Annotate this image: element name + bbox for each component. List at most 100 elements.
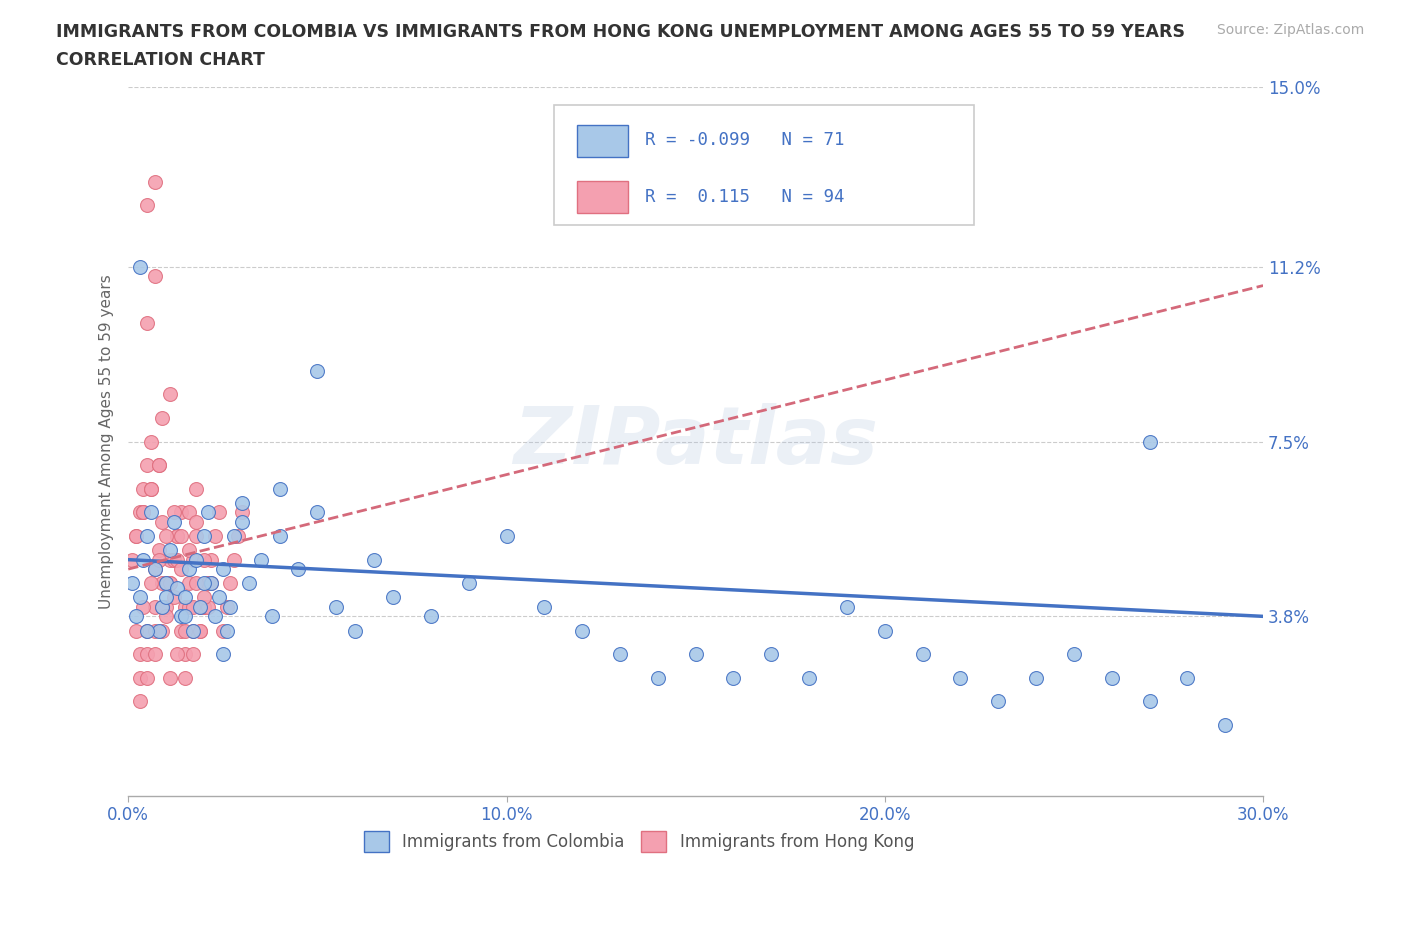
Point [125,623,148,638]
Point [457,576,479,591]
Point [211,562,233,577]
Point [1177,671,1199,685]
Point [148,623,170,638]
Point [260,609,283,624]
Point [197,576,219,591]
Point [193,552,215,567]
Point [136,623,159,638]
Point [382,590,405,604]
Point [269,482,291,497]
Point [177,576,200,591]
Point [125,528,148,543]
Point [1213,718,1236,733]
Point [166,528,188,543]
Point [148,458,170,472]
Point [177,543,200,558]
Point [139,505,162,520]
Point [174,609,197,624]
Point [325,600,347,615]
Point [155,590,177,604]
Point [143,269,166,284]
Point [835,600,858,615]
Point [148,543,170,558]
Point [128,694,150,709]
Point [344,623,367,638]
Point [215,623,238,638]
Bar [576,125,627,156]
Point [121,552,143,567]
Point [136,458,159,472]
Point [231,505,253,520]
Legend: Immigrants from Colombia, Immigrants from Hong Kong: Immigrants from Colombia, Immigrants fro… [357,825,921,858]
Point [211,646,233,661]
Point [159,576,181,591]
Text: R =  0.115   N = 94: R = 0.115 N = 94 [644,188,844,206]
Point [136,646,159,661]
Point [148,552,170,567]
Point [186,514,208,529]
Point [188,600,211,615]
Point [128,646,150,661]
Point [197,600,219,615]
Point [200,552,222,567]
Point [197,576,219,591]
Point [211,623,233,638]
Point [186,552,208,567]
Point [159,543,181,558]
Point [181,623,204,638]
Point [136,316,159,331]
Point [186,576,208,591]
Point [170,562,193,577]
Point [166,580,188,595]
Point [204,609,226,624]
Point [224,528,246,543]
Point [163,505,186,520]
Point [143,623,166,638]
Point [188,623,211,638]
Point [911,646,934,661]
Point [186,528,208,543]
Point [139,434,162,449]
Point [150,623,173,638]
Point [873,623,896,638]
Point [208,590,231,604]
Point [143,174,166,189]
Point [193,600,215,615]
Point [170,528,193,543]
Point [159,671,181,685]
Text: R = -0.099   N = 71: R = -0.099 N = 71 [644,131,844,149]
Point [219,576,242,591]
Point [193,590,215,604]
Point [128,505,150,520]
Point [215,600,238,615]
Point [174,646,197,661]
Text: Source: ZipAtlas.com: Source: ZipAtlas.com [1216,23,1364,37]
Point [949,671,972,685]
Point [148,458,170,472]
Point [159,552,181,567]
Point [419,609,441,624]
Point [132,482,155,497]
Point [609,646,631,661]
Point [181,600,204,615]
Text: ZIPatlas: ZIPatlas [513,403,879,481]
Point [166,528,188,543]
Point [150,600,173,615]
Point [1139,434,1161,449]
Point [139,482,162,497]
Point [181,552,204,567]
Point [163,590,186,604]
Point [174,590,197,604]
Point [163,514,186,529]
Point [231,496,253,511]
Point [761,646,783,661]
Point [136,528,159,543]
Point [136,623,159,638]
Point [188,600,211,615]
Point [139,482,162,497]
Point [193,600,215,615]
Point [987,694,1010,709]
Point [159,387,181,402]
Point [159,576,181,591]
Point [249,552,271,567]
